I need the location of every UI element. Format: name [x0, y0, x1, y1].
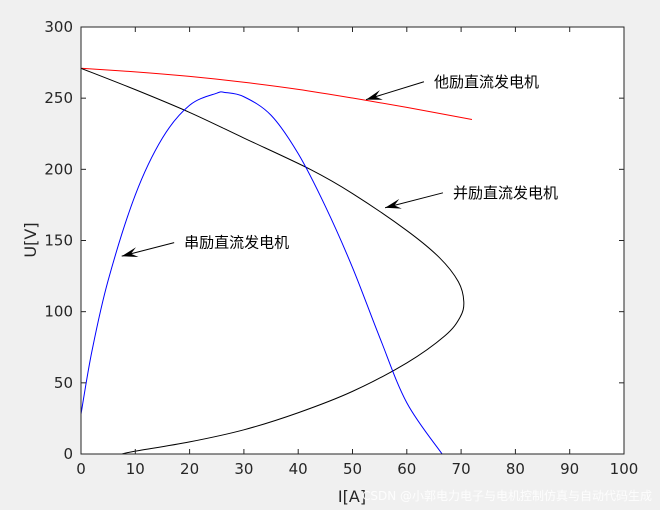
x-tick-label: 40: [289, 460, 308, 478]
x-tick-label: 30: [234, 460, 253, 478]
x-tick-label: 20: [180, 460, 199, 478]
y-tick-label: 250: [44, 89, 73, 107]
annotation-shunt: 并励直流发电机: [384, 184, 558, 209]
annotation-label: 并励直流发电机: [453, 184, 558, 202]
annotation-series-wound: 串励直流发电机: [121, 234, 289, 257]
x-tick-label: 50: [343, 460, 362, 478]
x-tick-label: 100: [610, 460, 639, 478]
y-tick-label: 0: [63, 445, 73, 463]
x-tick-label: 60: [397, 460, 416, 478]
annotation-arrowhead: [366, 90, 383, 100]
y-tick-label: 100: [44, 303, 73, 321]
x-tick-label: 90: [560, 460, 579, 478]
annotation-arrow-line: [384, 192, 444, 209]
y-tick-label: 200: [44, 160, 73, 178]
annotation-separately-excited: 他励直流发电机: [365, 73, 539, 101]
ticks-layer: 0 10 20 30 40 50 60 70 80 90 100 0 50 100 150 200 250 300: [44, 18, 638, 478]
plot-area: [81, 27, 624, 454]
x-tick-label: 10: [126, 460, 145, 478]
annotation-label: 他励直流发电机: [434, 73, 539, 91]
y-tick-label: 50: [54, 374, 73, 392]
annotation-label: 串励直流发电机: [184, 234, 289, 252]
annotation-arrowhead: [121, 247, 139, 257]
separately-excited-curve: [81, 67, 473, 121]
annotation-arrow-line: [365, 81, 425, 101]
watermark-text: CSDN @小郭电力电子与电机控制仿真与自动代码生成: [362, 489, 652, 503]
series-wound-curve: [81, 91, 443, 454]
x-axis-label: I[A]: [338, 487, 366, 506]
y-tick-label: 300: [44, 18, 73, 36]
x-tick-label: 80: [506, 460, 525, 478]
y-axis-label: U[V]: [21, 222, 40, 257]
x-tick-label: 70: [452, 460, 471, 478]
annotation-arrowhead: [385, 198, 402, 209]
y-tick-label: 150: [44, 232, 73, 250]
shunt-curve: [81, 67, 465, 454]
x-tick-label: 0: [76, 460, 86, 478]
series-layer: [81, 67, 473, 454]
